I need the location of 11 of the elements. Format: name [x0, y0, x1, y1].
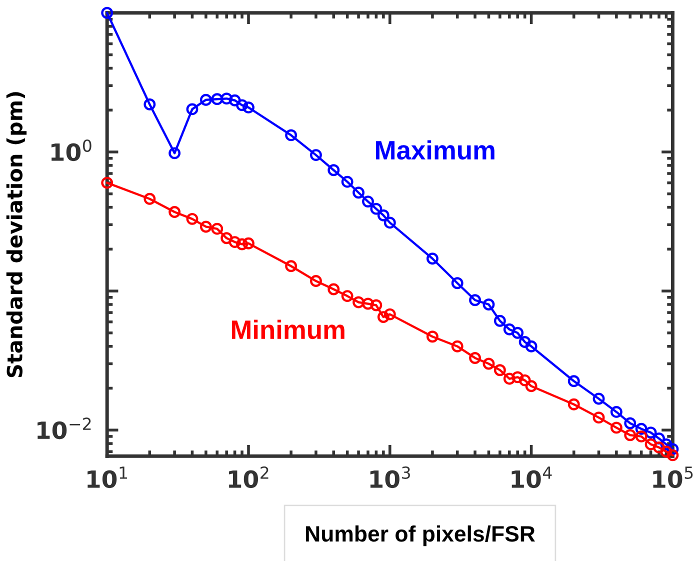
x-tick-label: 10$^{3}$ — [370, 466, 410, 488]
y-tick-label: 10$^{0}$ — [51, 139, 92, 162]
x-tick-label: 10$^{1}$ — [88, 466, 127, 488]
x-axis-title: Number of pixels/FSR — [306, 525, 535, 546]
x-tick-label: 10$^{4}$ — [512, 466, 552, 488]
series-label: Maximum — [376, 140, 494, 160]
x-tick-label: 10$^{2}$ — [228, 466, 268, 488]
series-label: Minimum — [232, 320, 344, 340]
y-axis-title: Standard deviation (pm) — [6, 92, 27, 378]
x-tick-label: 10$^{5}$ — [653, 466, 693, 488]
y-tick-label: 10$^{−2}$ — [38, 418, 91, 440]
